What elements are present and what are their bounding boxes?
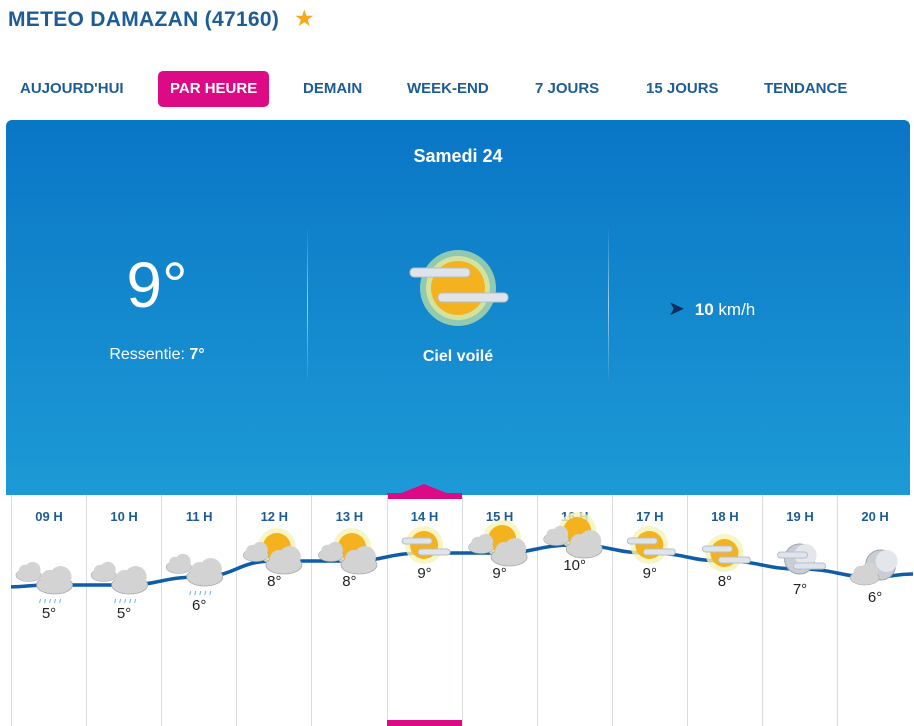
hour-column[interactable]: 10 H 5° — [86, 495, 161, 726]
wind: ➤ 10 km/h — [668, 296, 755, 321]
hour-label: 10 H — [110, 509, 138, 524]
hour-temperature: 8° — [267, 573, 282, 590]
hour-temperature: 9° — [642, 565, 657, 582]
hour-column[interactable]: 15 H 9° — [461, 495, 537, 726]
temperature-line — [11, 543, 913, 589]
rain-cloud-icon — [90, 561, 149, 604]
hour-label: 19 H — [786, 509, 814, 524]
feels-like-value: 7° — [189, 346, 205, 363]
hour-label: 18 H — [711, 509, 739, 524]
current-temperature: 9° — [126, 249, 188, 321]
hour-label: 15 H — [485, 509, 514, 524]
veiled-moon-icon — [777, 543, 827, 575]
divider — [307, 225, 308, 385]
hour-temperature: 9° — [492, 565, 507, 582]
veiled-sun-icon — [401, 526, 451, 564]
tab-15-jours[interactable]: 15 JOURS — [646, 80, 719, 97]
current-weather-panel: Samedi 24 9° Ressentie: 7° Ciel voilé ➤ 1… — [6, 120, 910, 495]
tab-tendance[interactable]: TENDANCE — [764, 80, 848, 97]
page-title: METEO DAMAZAN (47160) — [8, 8, 280, 31]
wind-direction-arrow-icon: ➤ — [668, 298, 685, 320]
sun-cloud-icon — [468, 520, 528, 567]
tab-demain[interactable]: DEMAIN — [303, 80, 363, 97]
hour-label: 13 H — [335, 509, 364, 524]
current-condition: Ciel voilé — [422, 348, 494, 365]
hour-temperature: 6° — [192, 597, 207, 614]
selected-hour-bar-bottom — [387, 720, 462, 726]
hour-label: 20 H — [861, 509, 889, 524]
veiled-sun-icon — [409, 250, 509, 326]
veiled-sun-icon — [701, 534, 751, 572]
current-day: Samedi 24 — [413, 146, 503, 166]
hour-column[interactable]: 20 H 6° — [837, 495, 912, 726]
hour-temperature: 5° — [41, 605, 57, 622]
moon-cloud-icon — [849, 549, 898, 586]
hour-temperature: 6° — [867, 589, 883, 606]
wind-speed: 10 — [694, 300, 714, 319]
selected-hour-marker — [399, 484, 449, 494]
selected-hour-bar — [387, 493, 462, 499]
hour-column[interactable]: 14 H 9° — [386, 495, 462, 726]
hour-label: 11 H — [185, 509, 213, 524]
hour-temperature: 8° — [717, 573, 733, 590]
hour-column[interactable]: 18 H 8° — [686, 495, 762, 726]
hourly-forecast: 09 H 5° 10 H 5° 11 H 6° 12 H 8° 13 H 8° 14 H 9° 15 H… — [11, 495, 913, 726]
star-icon[interactable]: ★ — [294, 5, 315, 31]
hour-label: 14 H — [410, 509, 439, 524]
veiled-sun-icon — [626, 526, 676, 564]
sun-cloud-icon — [242, 528, 303, 575]
hour-column[interactable]: 17 H 9° — [611, 495, 687, 726]
hour-label: 12 H — [260, 509, 289, 524]
hour-column[interactable]: 19 H 7° — [762, 495, 837, 726]
hour-temperature: 9° — [417, 565, 432, 582]
hour-label: 17 H — [636, 509, 664, 524]
hour-label: 09 H — [35, 509, 63, 524]
feels-like-label: Ressentie: — [109, 346, 185, 363]
feels-like: Ressentie: 7° — [6, 346, 308, 364]
hour-column[interactable]: 09 H 5° — [11, 495, 86, 726]
tab-aujourd-hui[interactable]: AUJOURD'HUI — [20, 80, 124, 97]
tab-week-end[interactable]: WEEK-END — [407, 80, 489, 97]
tab-par-heure[interactable]: PAR HEURE — [158, 71, 270, 107]
hour-temperature: 10° — [563, 557, 587, 574]
rain-cloud-icon — [15, 561, 73, 604]
tab-7-jours[interactable]: 7 JOURS — [535, 80, 600, 97]
hour-temperature: 8° — [342, 573, 357, 590]
hour-temperature: 7° — [792, 581, 808, 598]
sun-cloud-icon — [543, 512, 603, 559]
sun-cloud-icon — [318, 528, 378, 575]
wind-unit: km/h — [718, 300, 756, 319]
divider — [608, 225, 609, 385]
hour-column[interactable]: 13 H 8° — [311, 495, 386, 726]
hour-column[interactable]: 12 H 8° — [236, 495, 311, 726]
hour-column[interactable]: 11 H 6° — [161, 495, 236, 726]
temperature-curve — [11, 512, 913, 604]
hour-temperature: 5° — [116, 605, 132, 622]
rain-cloud-icon — [165, 553, 224, 596]
